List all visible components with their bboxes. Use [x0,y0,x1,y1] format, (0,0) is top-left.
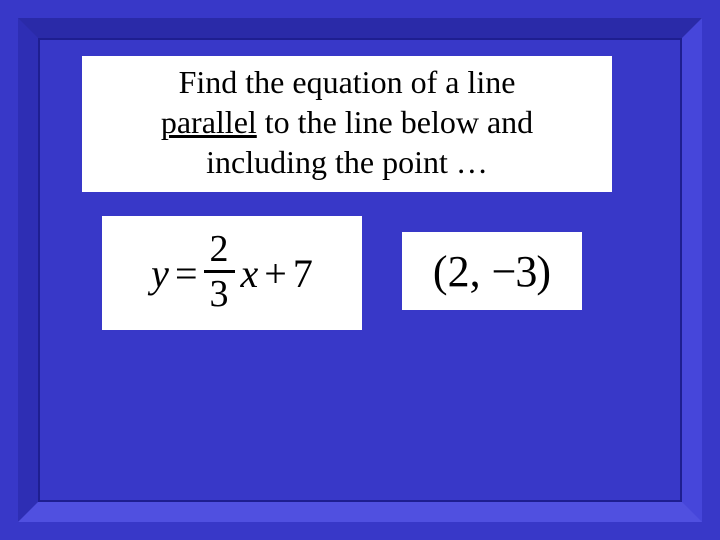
equation-box: y = 2 3 x + 7 [102,216,362,330]
point-y: −3 [492,246,537,297]
point-x: 2 [448,246,470,297]
eq-plus: + [264,250,287,297]
underlined-word: parallel [161,104,257,140]
eq-denominator: 3 [204,275,235,313]
point-open-paren: ( [433,246,448,297]
question-line-2: parallel to the line below and [92,102,602,142]
eq-fraction: 2 3 [204,230,235,313]
point-comma: , [470,246,481,297]
eq-rhs-var: x [241,250,259,297]
point-close-paren: ) [536,246,551,297]
equation: y = 2 3 x + 7 [151,232,313,315]
question-line-2-rest: to the line below and [257,104,533,140]
eq-equals: = [175,250,198,297]
eq-constant: 7 [293,250,313,297]
question-line-1: Find the equation of a line [92,62,602,102]
slide-content: Find the equation of a line parallel to … [40,40,680,500]
eq-lhs-var: y [151,250,169,297]
point-box: (2, −3) [402,232,582,310]
slide-frame: Find the equation of a line parallel to … [0,0,720,540]
eq-numerator: 2 [204,230,235,268]
question-line-3: including the point … [92,142,602,182]
question-text-box: Find the equation of a line parallel to … [82,56,612,192]
